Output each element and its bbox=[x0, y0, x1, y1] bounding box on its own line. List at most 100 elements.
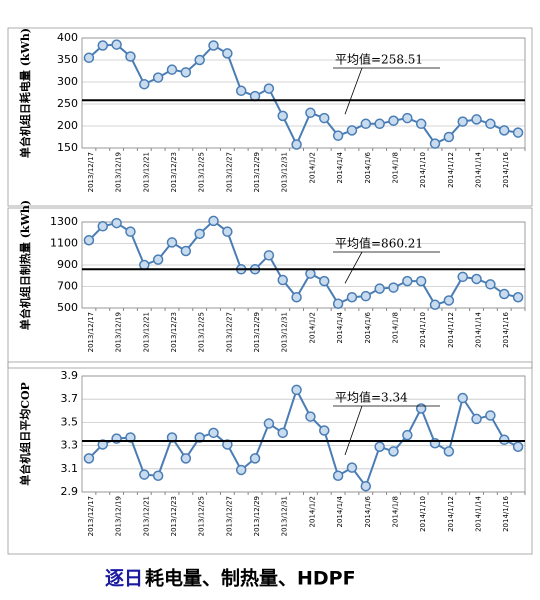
data-point bbox=[374, 283, 385, 294]
data-point bbox=[388, 282, 399, 293]
data-point bbox=[291, 384, 302, 396]
data-point bbox=[471, 273, 482, 285]
x-tick-label: 2013/12/27 bbox=[225, 312, 233, 352]
data-point bbox=[346, 462, 358, 473]
data-point bbox=[152, 254, 164, 265]
x-tick-label: 2013/12/19 bbox=[115, 496, 123, 536]
x-tick-label: 2013/12/29 bbox=[253, 312, 261, 352]
data-point bbox=[291, 292, 302, 303]
data-point bbox=[83, 235, 95, 246]
data-point bbox=[180, 67, 192, 78]
x-tick-label: 2014/1/12 bbox=[447, 496, 455, 532]
data-point bbox=[415, 403, 427, 414]
x-tick-label: 2013/12/17 bbox=[87, 312, 95, 352]
data-point bbox=[360, 480, 372, 492]
data-point bbox=[97, 221, 109, 232]
x-tick-label: 2014/1/16 bbox=[502, 311, 510, 347]
y-tick-label: 1100 bbox=[50, 237, 78, 250]
data-point bbox=[194, 228, 205, 240]
data-point bbox=[139, 469, 150, 480]
data-point bbox=[152, 72, 164, 83]
data-point bbox=[429, 299, 441, 311]
x-tick-label: 2014/1/8 bbox=[391, 312, 399, 343]
data-point bbox=[139, 259, 150, 271]
data-point bbox=[457, 392, 468, 404]
data-point bbox=[180, 453, 192, 464]
data-point bbox=[263, 83, 275, 94]
data-point bbox=[512, 127, 524, 138]
data-point bbox=[166, 64, 178, 75]
mean-annotation: 平均值=3.34 bbox=[335, 390, 408, 405]
annotation-arrow bbox=[344, 405, 363, 456]
data-point bbox=[485, 279, 496, 290]
x-tick-label: 2014/1/2 bbox=[308, 496, 316, 527]
data-point bbox=[125, 226, 136, 237]
x-tick-label: 2013/12/21 bbox=[142, 312, 150, 352]
x-tick-label: 2014/1/6 bbox=[364, 311, 372, 343]
y-tick-label: 3.9 bbox=[61, 369, 79, 382]
data-point bbox=[83, 453, 95, 464]
data-point bbox=[498, 125, 510, 136]
mean-annotation: 平均值=258.51 bbox=[335, 52, 423, 67]
x-tick-label: 2013/12/25 bbox=[198, 152, 206, 192]
data-point bbox=[125, 432, 136, 443]
y-tick-label: 200 bbox=[57, 119, 78, 132]
mean-annotation: 平均值=860.21 bbox=[335, 236, 423, 251]
data-point bbox=[111, 39, 122, 50]
x-tick-label: 2013/12/23 bbox=[170, 312, 178, 352]
x-tick-label: 2013/12/31 bbox=[281, 152, 289, 192]
data-point bbox=[346, 125, 358, 136]
data-point bbox=[457, 116, 468, 127]
x-tick-label: 2013/12/29 bbox=[253, 496, 261, 536]
y-tick-label: 3.3 bbox=[61, 439, 79, 452]
annotation-arrow bbox=[344, 67, 363, 115]
y-tick-label: 300 bbox=[57, 75, 78, 88]
x-tick-label: 2014/1/2 bbox=[308, 152, 316, 183]
data-point bbox=[263, 250, 275, 261]
data-point bbox=[360, 290, 372, 302]
data-point bbox=[319, 112, 330, 124]
data-point bbox=[498, 434, 510, 446]
y-tick-label: 3.7 bbox=[61, 392, 79, 405]
data-point bbox=[111, 217, 122, 229]
x-tick-label: 2013/12/27 bbox=[225, 152, 233, 192]
data-point bbox=[429, 138, 441, 149]
panel bbox=[7, 27, 533, 207]
data-point bbox=[222, 439, 233, 450]
data-point bbox=[485, 410, 496, 421]
data-point bbox=[498, 288, 510, 300]
data-point bbox=[222, 226, 233, 237]
x-tick-label: 2014/1/14 bbox=[475, 151, 483, 187]
data-point bbox=[388, 115, 399, 126]
x-tick-label: 2014/1/16 bbox=[502, 495, 510, 531]
x-tick-label: 2014/1/4 bbox=[336, 311, 344, 343]
data-point bbox=[125, 51, 136, 62]
y-axis-label: 单台机组日平均COP bbox=[18, 382, 32, 486]
data-point bbox=[402, 429, 413, 441]
x-tick-label: 2014/1/14 bbox=[475, 495, 483, 531]
data-point bbox=[512, 441, 524, 453]
y-tick-label: 900 bbox=[57, 258, 78, 271]
data-point bbox=[152, 470, 164, 482]
data-point bbox=[277, 274, 288, 286]
data-point bbox=[332, 130, 344, 141]
data-point bbox=[235, 85, 247, 97]
data-point bbox=[402, 112, 413, 124]
x-tick-label: 2013/12/23 bbox=[170, 496, 178, 536]
data-point bbox=[319, 275, 330, 287]
data-point bbox=[277, 427, 288, 439]
x-tick-label: 2014/1/10 bbox=[419, 496, 427, 532]
x-tick-label: 2014/1/14 bbox=[475, 311, 483, 347]
data-point bbox=[180, 245, 192, 257]
annotation-arrow bbox=[344, 251, 363, 284]
x-tick-label: 2013/12/19 bbox=[115, 312, 123, 352]
data-point bbox=[97, 439, 109, 450]
y-axis-label: 单台机组日耗电量 (kWh) bbox=[18, 28, 32, 158]
data-line bbox=[88, 219, 519, 306]
data-point bbox=[249, 453, 261, 464]
plot-frame bbox=[81, 37, 526, 149]
data-point bbox=[471, 413, 482, 425]
data-point bbox=[388, 446, 399, 457]
data-point bbox=[166, 237, 178, 248]
